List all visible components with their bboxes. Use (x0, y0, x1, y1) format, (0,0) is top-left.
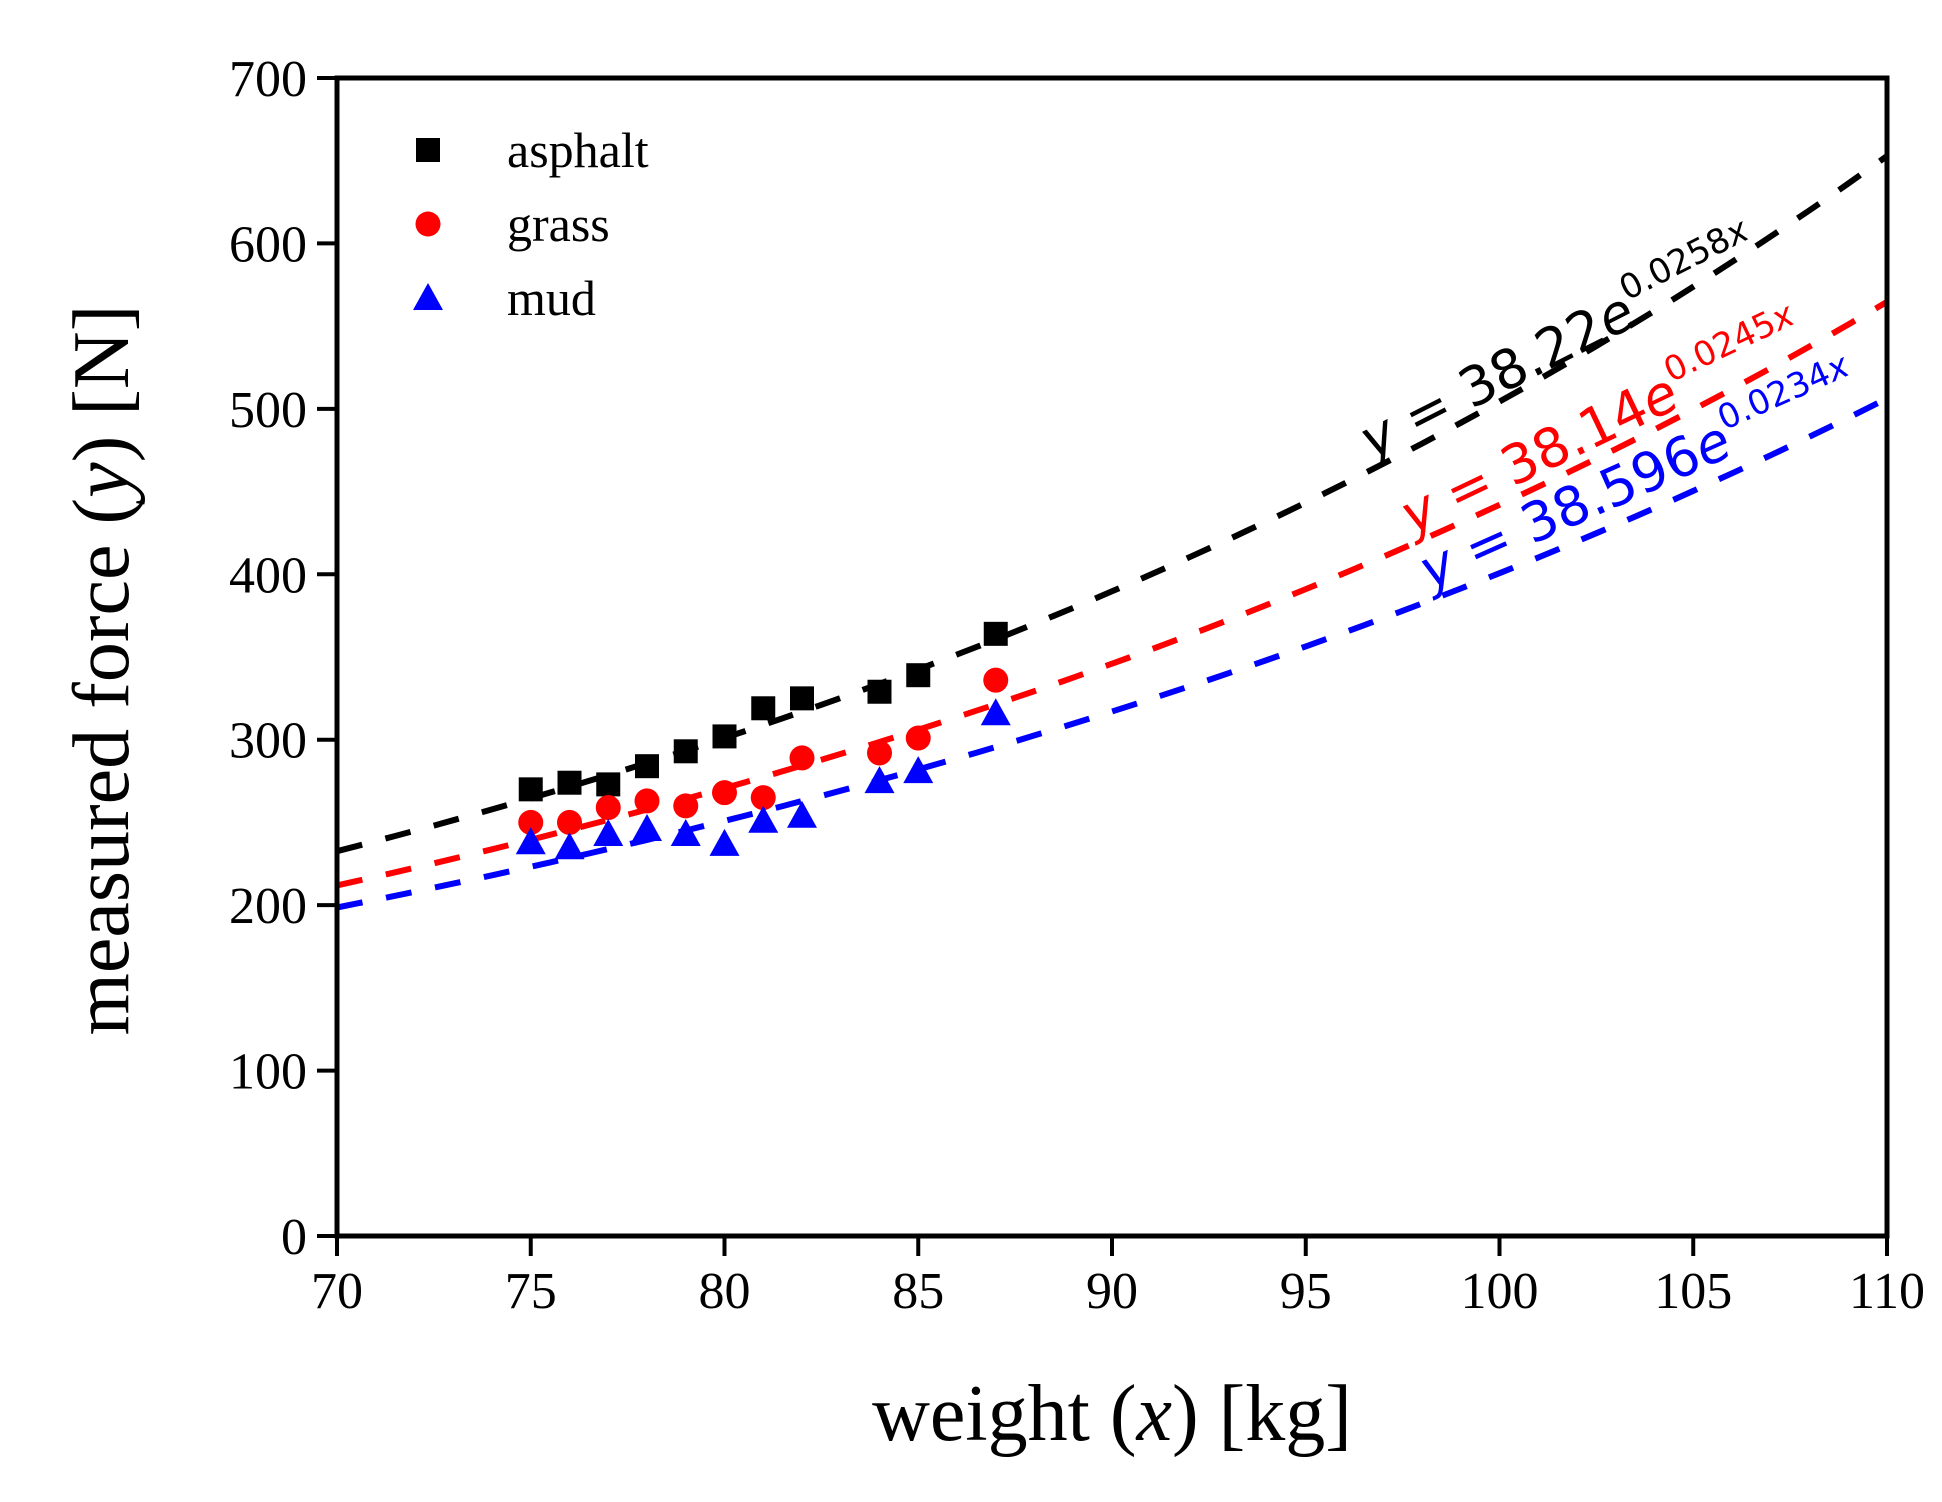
data-point-mud-78 (632, 814, 662, 842)
data-point-mud-84 (864, 766, 895, 794)
y-tick-label-200: 200 (229, 878, 307, 935)
y-axis-title: measured force (y) [N] (58, 305, 146, 1036)
x-tick-label-75: 75 (505, 1263, 557, 1320)
data-point-mud-75 (515, 827, 546, 855)
fit-line-mud (336, 395, 1889, 911)
y-tick-label-100: 100 (229, 1044, 307, 1101)
x-tick-label-95: 95 (1280, 1263, 1332, 1320)
data-point-grass-78 (634, 788, 660, 814)
data-points-layer (515, 621, 1011, 860)
data-point-grass-79 (673, 793, 699, 819)
data-point-asphalt-79 (673, 739, 698, 764)
x-tick-label-70: 70 (311, 1263, 363, 1320)
y-tick-label-0: 0 (281, 1209, 307, 1266)
data-point-grass-85 (905, 725, 931, 751)
x-axis-title-var: x (1135, 1370, 1172, 1458)
x-tick-label-80: 80 (699, 1263, 751, 1320)
x-tick-label-85: 85 (892, 1263, 944, 1320)
data-point-asphalt-85 (906, 663, 931, 688)
legend-marker-asphalt (416, 138, 440, 162)
data-point-asphalt-77 (596, 772, 621, 797)
data-point-grass-81 (750, 785, 776, 811)
data-point-asphalt-82 (790, 686, 814, 711)
fit-line-grass (336, 299, 1889, 889)
x-axis-title-suffix: ) [kg] (1172, 1370, 1352, 1458)
legend: asphalt grass mud (413, 122, 649, 326)
data-point-asphalt-78 (635, 754, 659, 779)
x-tick-label-100: 100 (1461, 1263, 1539, 1320)
legend-label-grass: grass (507, 196, 610, 252)
y-tick-label-600: 600 (229, 216, 307, 273)
data-point-mud-77 (593, 819, 624, 847)
y-axis-title-suffix: ) [N] (58, 305, 146, 463)
data-point-mud-85 (903, 756, 934, 784)
data-point-asphalt-81 (751, 696, 776, 721)
data-point-asphalt-80 (712, 724, 737, 749)
data-point-grass-87 (983, 667, 1009, 693)
data-point-grass-75 (518, 809, 544, 835)
y-tick-label-500: 500 (229, 382, 307, 439)
data-point-mud-76 (554, 832, 585, 860)
data-point-grass-77 (595, 795, 621, 821)
y-tick-label-700: 700 (229, 51, 307, 108)
y-tick-label-300: 300 (229, 713, 307, 770)
legend-label-asphalt: asphalt (507, 122, 649, 178)
legend-marker-grass (415, 211, 441, 237)
data-point-grass-76 (557, 809, 582, 835)
y-axis-title-var: y (58, 462, 146, 505)
data-point-mud-87 (980, 698, 1011, 726)
data-point-asphalt-87 (983, 621, 1008, 646)
x-axis-title: weight (x) [kg] (872, 1370, 1352, 1458)
x-tick-label-90: 90 (1086, 1263, 1138, 1320)
legend-label-mud: mud (507, 270, 596, 326)
data-point-grass-80 (712, 780, 737, 806)
data-point-mud-81 (748, 805, 779, 833)
fit-line-asphalt (336, 153, 1889, 855)
data-point-asphalt-76 (557, 770, 582, 795)
data-point-mud-79 (670, 819, 701, 847)
fit-lines-layer (336, 153, 1889, 911)
data-point-asphalt-75 (518, 777, 543, 802)
y-tick-label-400: 400 (229, 547, 307, 604)
x-tick-label-105: 105 (1654, 1263, 1732, 1320)
x-tick-label-110: 110 (1849, 1263, 1925, 1320)
data-point-mud-82 (787, 800, 817, 828)
data-point-asphalt-84 (867, 679, 892, 704)
legend-marker-mud (413, 283, 443, 310)
data-point-grass-82 (789, 745, 815, 771)
data-point-mud-80 (709, 828, 740, 856)
y-axis-title-prefix: measured force ( (58, 498, 146, 1035)
data-point-grass-84 (867, 740, 892, 766)
x-axis-title-prefix: weight ( (872, 1370, 1136, 1458)
axes-layer: 70 75 80 85 90 95 100 105 110 0 100 200 300 400 500 600… (229, 51, 1925, 1320)
